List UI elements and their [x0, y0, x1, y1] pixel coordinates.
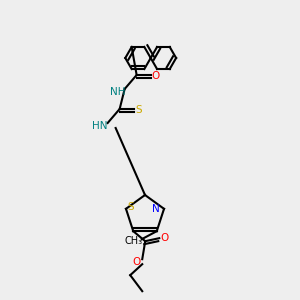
Text: NH: NH	[110, 87, 125, 97]
Text: HN: HN	[92, 121, 107, 131]
Text: CH₃: CH₃	[125, 236, 143, 246]
Text: S: S	[135, 105, 142, 115]
Text: S: S	[128, 202, 134, 212]
Text: O: O	[132, 257, 140, 267]
Text: O: O	[160, 233, 168, 243]
Text: O: O	[152, 71, 160, 81]
Text: N: N	[152, 204, 160, 214]
